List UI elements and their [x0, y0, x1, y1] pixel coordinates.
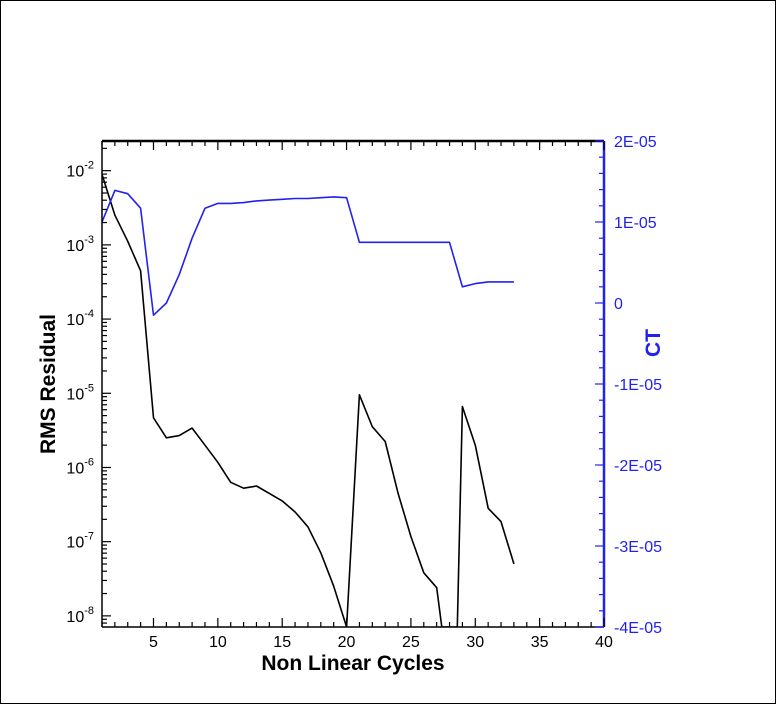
series-line-rms-residual [102, 174, 515, 627]
y-left-tick-label: 10-2 [66, 160, 94, 181]
x-axis-title: Non Linear Cycles [261, 652, 444, 675]
x-tick-label: 5 [149, 634, 158, 651]
y-left-tick-label: 10-8 [66, 605, 94, 626]
labels-layer: 5 10 15 20 25 30 35 40 10-2 10-3 10-4 10-5 10-6 10-7 1… [66, 134, 662, 651]
y-left-tick-label: 10-6 [66, 456, 94, 477]
y-right-tick-label: 2E-05 [614, 134, 657, 151]
x-tick-label: 30 [466, 634, 484, 651]
y-left-tick-label: 10-3 [66, 234, 94, 255]
y-left-tick-label: 10-4 [66, 308, 94, 329]
x-tick-label: 15 [273, 634, 291, 651]
y-right-tick-label: 0 [614, 296, 623, 313]
x-tick-label: 10 [209, 634, 227, 651]
y-right-tick-label: 1E-05 [614, 215, 657, 232]
x-tick-label: 20 [338, 634, 356, 651]
x-tick-label: 35 [531, 634, 549, 651]
y-left-tick-label: 10-7 [66, 531, 94, 552]
y-axis-title-right: CT [642, 329, 665, 357]
y-right-tick-label: -3E-05 [614, 539, 662, 556]
y-right-tick-label: -1E-05 [614, 377, 662, 394]
y-left-tick-label: 10-5 [66, 382, 94, 403]
x-tick-label: 25 [402, 634, 420, 651]
y-right-tick-label: -2E-05 [614, 458, 662, 475]
x-tick-label: 40 [595, 634, 613, 651]
series-line-ct [102, 189, 514, 317]
y-axis-title-left: RMS Residual [37, 314, 60, 454]
series-layer [102, 174, 515, 627]
axes-layer [101, 139, 606, 628]
y-right-tick-label: -4E-05 [614, 620, 662, 637]
